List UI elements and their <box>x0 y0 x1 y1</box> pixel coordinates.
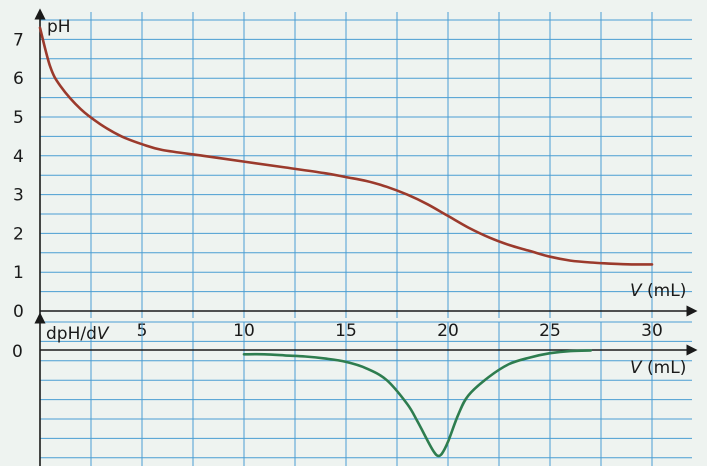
ph-y-tick-labels: 0 1 2 3 4 5 6 7 <box>13 30 24 322</box>
ph-y-tick-label: 1 <box>13 263 24 283</box>
x-tick-labels: 5 10 15 20 25 30 <box>137 321 663 341</box>
derivative-curve <box>242 349 593 458</box>
ph-grid <box>40 12 692 318</box>
ph-y-tick-label: 2 <box>13 224 24 244</box>
derivative-chart: dpH/dV 0 V (mL) <box>12 312 698 466</box>
ph-y-tick-label: 4 <box>13 147 24 167</box>
derivative-y-tick-0: 0 <box>12 342 23 362</box>
ph-chart: 0 1 2 3 4 5 6 7 pH V (mL) <box>13 8 698 322</box>
ph-y-tick-label: 6 <box>13 69 24 89</box>
ph-y-tick-label: 7 <box>13 30 24 50</box>
derivative-x-axis-label: V (mL) <box>630 358 686 378</box>
derivative-y-axis-label: dpH/dV <box>46 324 110 344</box>
ph-y-tick-label: 3 <box>13 186 24 206</box>
ph-x-axis-label: V (mL) <box>630 281 686 301</box>
derivative-grid <box>40 321 692 466</box>
ph-y-tick-label: 0 <box>13 302 24 322</box>
ph-y-tick-label: 5 <box>13 108 24 128</box>
ph-y-axis-label: pH <box>47 17 71 37</box>
ph-curve <box>38 26 654 266</box>
